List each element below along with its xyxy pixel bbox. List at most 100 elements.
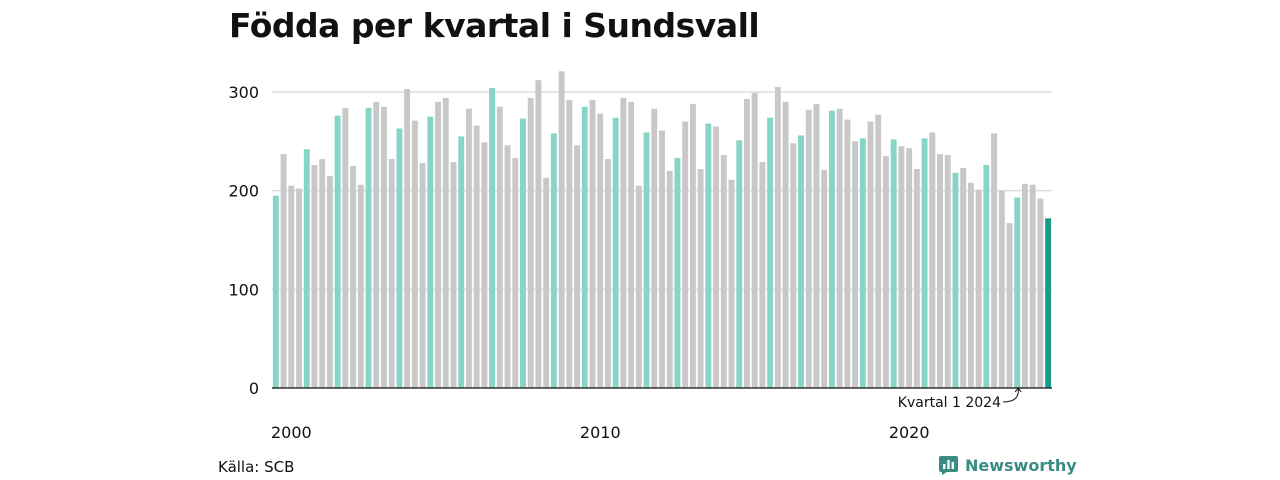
brand-logo[interactable]: Newsworthy xyxy=(939,456,1077,475)
bar xyxy=(975,189,982,388)
bar xyxy=(859,138,866,388)
bar xyxy=(543,177,550,388)
bar xyxy=(604,159,611,388)
bar xyxy=(666,170,673,388)
bar xyxy=(689,103,696,388)
bar xyxy=(365,107,372,388)
bar xyxy=(929,132,936,388)
bar xyxy=(743,98,750,388)
bar xyxy=(991,133,998,388)
bar xyxy=(720,155,727,388)
bar xyxy=(427,116,434,389)
annotation-arrow xyxy=(1002,387,1019,403)
y-tick-label: 100 xyxy=(228,280,259,299)
bar xyxy=(520,118,526,388)
bar xyxy=(296,188,302,388)
bar xyxy=(782,101,789,389)
bar xyxy=(798,135,804,388)
bar xyxy=(813,103,820,388)
annotation-label: Kvartal 1 2024 xyxy=(898,395,1001,411)
bar xyxy=(589,99,596,388)
bar xyxy=(836,108,843,389)
bar xyxy=(952,172,959,388)
bar xyxy=(566,99,573,388)
bar xyxy=(628,101,635,389)
bar xyxy=(496,106,503,389)
bar xyxy=(1037,198,1044,388)
bar xyxy=(435,101,441,389)
bar xyxy=(821,169,828,388)
bar xyxy=(612,117,619,389)
x-tick-label: 2020 xyxy=(889,423,930,442)
x-axis-ticks: 2000 2010 2020 xyxy=(271,423,930,442)
bar xyxy=(1045,218,1052,388)
bar xyxy=(326,175,333,388)
bar xyxy=(944,155,951,388)
bar xyxy=(852,141,859,388)
bar xyxy=(581,106,588,389)
bar xyxy=(805,109,812,388)
x-tick-label: 2010 xyxy=(580,423,621,442)
bar xyxy=(844,119,851,388)
x-tick-label: 2000 xyxy=(271,423,312,442)
bar xyxy=(767,117,774,389)
y-tick-label: 0 xyxy=(249,379,259,398)
bars xyxy=(272,71,1052,389)
bar xyxy=(311,165,318,388)
bar xyxy=(674,158,681,388)
bar xyxy=(319,159,326,388)
bar xyxy=(458,136,465,388)
bar xyxy=(890,139,897,388)
bar xyxy=(481,142,488,388)
bar xyxy=(751,92,758,389)
bar xyxy=(937,154,943,388)
bar xyxy=(373,101,380,389)
source-label: Källa: SCB xyxy=(218,458,295,476)
bar xyxy=(558,71,565,388)
annotation-arrowhead xyxy=(1014,387,1022,393)
y-axis-ticks: 0 100 200 300 xyxy=(228,83,259,398)
bar xyxy=(643,132,650,388)
bar xyxy=(404,89,411,388)
bar xyxy=(550,133,557,388)
bar xyxy=(1014,197,1021,388)
bar xyxy=(350,166,357,388)
bar xyxy=(713,126,720,388)
bar xyxy=(875,114,882,388)
bar xyxy=(527,97,534,389)
bar xyxy=(759,162,766,388)
bar xyxy=(921,138,928,388)
brand-name: Newsworthy xyxy=(965,456,1077,475)
bar xyxy=(303,149,310,388)
bar xyxy=(1029,184,1036,388)
bar xyxy=(357,184,364,388)
annotation: Kvartal 1 2024 xyxy=(898,387,1022,411)
bar xyxy=(388,159,395,388)
bar xyxy=(774,87,781,388)
bar xyxy=(659,130,665,389)
bar xyxy=(574,145,581,388)
bar xyxy=(280,154,287,388)
y-tick-label: 200 xyxy=(228,182,259,201)
chart-title: Födda per kvartal i Sundsvall xyxy=(229,6,760,45)
bar xyxy=(272,195,279,388)
bar xyxy=(635,185,642,388)
bar xyxy=(381,106,387,389)
bar xyxy=(697,168,704,388)
bar xyxy=(342,107,349,388)
bar xyxy=(288,185,295,388)
y-tick-label: 300 xyxy=(228,83,259,102)
bar xyxy=(883,156,889,388)
newsworthy-logo-icon xyxy=(939,456,958,475)
bar xyxy=(960,167,967,388)
bar xyxy=(411,120,418,389)
bar xyxy=(790,143,797,388)
bar xyxy=(913,168,920,388)
bar xyxy=(620,97,627,389)
bar xyxy=(967,182,974,388)
bar xyxy=(465,108,472,389)
bar xyxy=(450,162,457,388)
bar xyxy=(998,190,1005,388)
bar xyxy=(1022,183,1028,388)
